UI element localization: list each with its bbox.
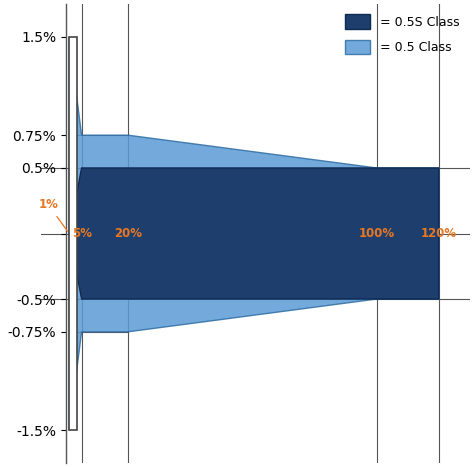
Text: 5%: 5%	[72, 227, 91, 240]
Polygon shape	[69, 168, 439, 299]
Polygon shape	[69, 37, 77, 430]
Legend: = 0.5S Class, = 0.5 Class: = 0.5S Class, = 0.5 Class	[341, 10, 464, 58]
Text: 20%: 20%	[114, 227, 142, 240]
Polygon shape	[69, 37, 439, 430]
Text: 1%: 1%	[38, 198, 67, 231]
Text: 100%: 100%	[359, 227, 395, 240]
Text: 120%: 120%	[421, 227, 457, 240]
